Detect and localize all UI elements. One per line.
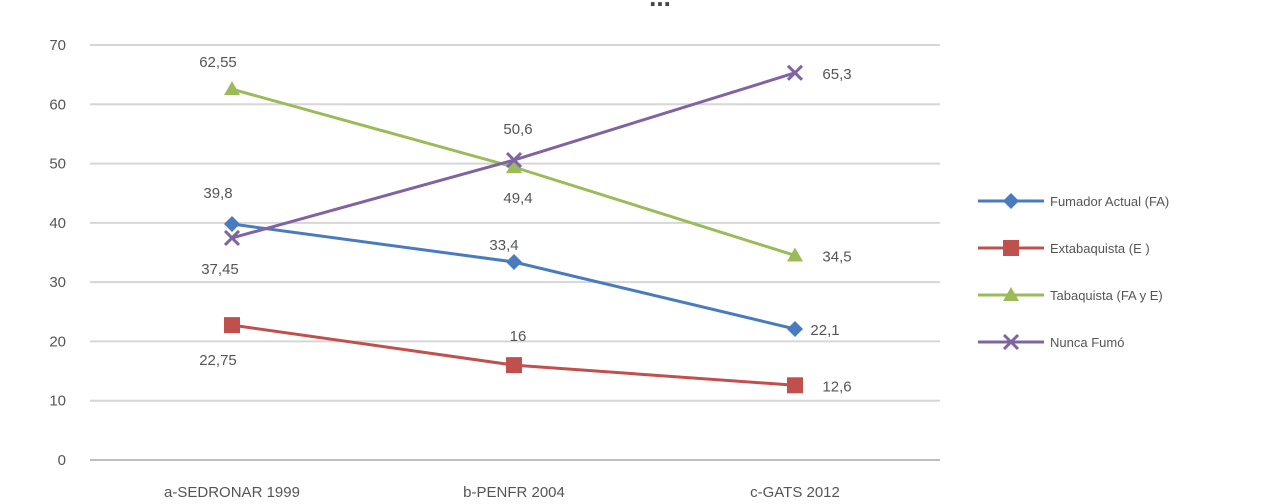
data-label: 22,75: [199, 352, 237, 369]
data-label: 33,4: [489, 237, 518, 254]
data-label: 34,5: [822, 248, 851, 265]
y-tick-label: 20: [49, 333, 66, 350]
series-line: [231, 71, 796, 240]
series-group: [223, 64, 804, 394]
series: [224, 81, 803, 262]
legend-item: Fumador Actual (FA): [978, 193, 1169, 209]
data-point: [505, 151, 523, 169]
data-point: [506, 357, 522, 374]
data-point: [224, 317, 240, 334]
data-point: [787, 320, 803, 337]
x-axis-ticks: a-SEDRONAR 1999 b-PENFR 2004 c-GATS 2012: [164, 484, 840, 501]
series: [224, 216, 803, 337]
y-tick-label: 10: [49, 393, 66, 410]
legend-item: Nunca Fumó: [978, 333, 1124, 351]
series: [223, 64, 804, 247]
data-point: [1003, 287, 1019, 301]
data-point: [224, 81, 240, 96]
y-axis-ticks: 0 10 20 30 40 50 60 70: [49, 37, 66, 469]
data-point: [787, 377, 803, 394]
y-tick-label: 40: [49, 215, 66, 232]
y-tick-label: 60: [49, 96, 66, 113]
y-tick-label: 50: [49, 156, 66, 173]
legend: Fumador Actual (FA) Extabaquista (E ) Taba…: [978, 193, 1169, 351]
y-tick-label: 70: [49, 37, 66, 54]
data-point: [506, 253, 522, 270]
data-point: [1003, 193, 1019, 209]
data-label: 65,3: [822, 66, 851, 83]
legend-item: Tabaquista (FA y E): [978, 287, 1163, 303]
data-point: [224, 216, 240, 233]
data-label: 50,6: [503, 121, 532, 138]
data-point: [1003, 240, 1019, 256]
data-label: 39,8: [203, 185, 232, 202]
data-label: 37,45: [201, 261, 239, 278]
chart-title: ...: [649, 0, 671, 12]
x-tick-label: b-PENFR 2004: [463, 484, 565, 501]
data-point: [223, 229, 241, 247]
data-label: 49,4: [503, 190, 532, 207]
y-tick-label: 30: [49, 274, 66, 291]
x-tick-label: c-GATS 2012: [750, 484, 840, 501]
x-tick-label: a-SEDRONAR 1999: [164, 484, 300, 501]
data-label: 12,6: [822, 378, 851, 395]
legend-item: Extabaquista (E ): [978, 240, 1150, 256]
legend-label: Fumador Actual (FA): [1050, 194, 1169, 209]
data-point: [786, 64, 804, 81]
y-tick-label: 0: [58, 452, 66, 469]
data-point: [1002, 333, 1020, 351]
legend-label: Nunca Fumó: [1050, 335, 1124, 350]
series: [224, 317, 803, 394]
data-label: 22,1: [810, 322, 839, 339]
data-label: 62,55: [199, 54, 237, 71]
legend-label: Tabaquista (FA y E): [1050, 288, 1163, 303]
legend-label: Extabaquista (E ): [1050, 241, 1150, 256]
data-point: [787, 247, 803, 262]
data-labels: 39,8 33,4 22,1 22,75 16 12,6 62,55 49,4 34,5 37,4…: [199, 54, 851, 395]
data-label: 16: [510, 328, 527, 345]
data-point: [506, 159, 522, 174]
